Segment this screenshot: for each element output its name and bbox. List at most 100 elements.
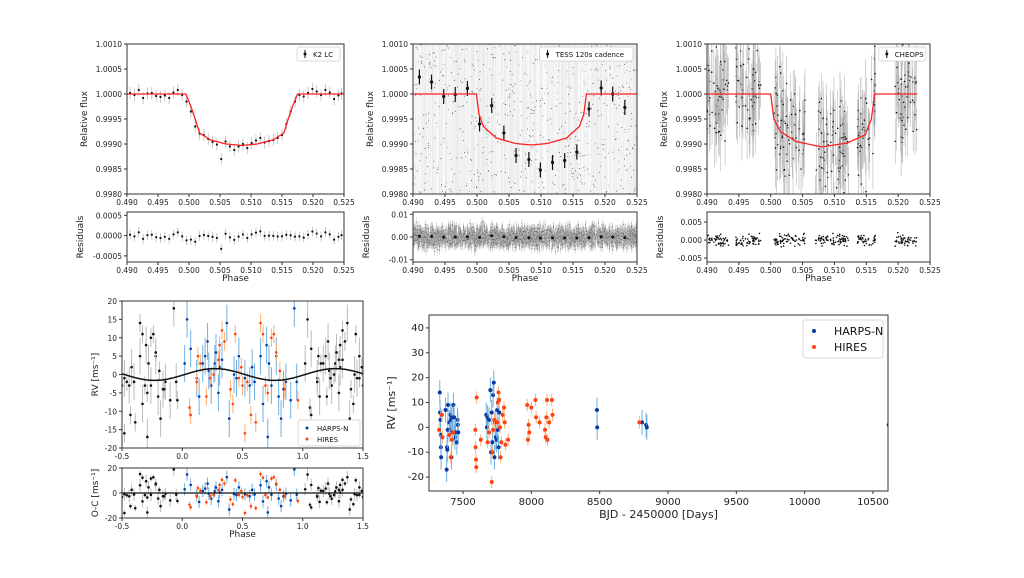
raw-point bbox=[567, 86, 569, 88]
raw-point bbox=[547, 119, 549, 121]
raw-point bbox=[500, 170, 502, 172]
data-point bbox=[337, 94, 340, 97]
raw-point bbox=[420, 153, 422, 155]
raw-residual-point bbox=[589, 245, 591, 247]
raw-point bbox=[431, 188, 433, 190]
data-point bbox=[514, 153, 518, 158]
raw-point bbox=[631, 147, 633, 149]
residual-point bbox=[142, 237, 145, 240]
raw-point bbox=[526, 128, 528, 130]
raw-point bbox=[476, 87, 478, 89]
x-tick-label: 0.525 bbox=[333, 266, 355, 275]
raw-residual-point bbox=[516, 245, 518, 247]
residual-point bbox=[159, 236, 162, 240]
x-tick-label: 0.515 bbox=[271, 266, 293, 275]
raw-point bbox=[434, 102, 436, 104]
raw-residual-point bbox=[510, 228, 512, 230]
raw-point bbox=[575, 136, 577, 138]
raw-residual-point bbox=[511, 239, 513, 241]
y-tick-label: 0.9985 bbox=[96, 165, 122, 174]
raw-residual-point bbox=[598, 228, 600, 230]
raw-point bbox=[429, 54, 431, 56]
raw-point bbox=[619, 65, 621, 67]
raw-residual-point bbox=[421, 244, 423, 246]
raw-point bbox=[572, 73, 574, 75]
raw-point bbox=[573, 173, 575, 175]
raw-point bbox=[581, 183, 583, 185]
raw-residual-point bbox=[630, 225, 632, 227]
raw-point bbox=[513, 150, 515, 152]
data-point bbox=[211, 140, 214, 144]
raw-point bbox=[422, 128, 424, 130]
raw-point bbox=[454, 173, 456, 175]
raw-point bbox=[627, 140, 629, 142]
raw-residual-point bbox=[413, 244, 415, 246]
raw-point bbox=[509, 94, 511, 96]
raw-point bbox=[433, 167, 435, 169]
raw-point bbox=[626, 154, 628, 156]
raw-point bbox=[504, 59, 506, 61]
raw-residual-point bbox=[454, 243, 456, 245]
data-layer bbox=[413, 44, 637, 194]
raw-point bbox=[612, 151, 614, 153]
raw-point bbox=[630, 125, 632, 127]
raw-point bbox=[493, 101, 495, 103]
raw-residual-point bbox=[461, 235, 463, 237]
raw-residual-point bbox=[593, 243, 595, 245]
raw-residual-point bbox=[571, 234, 572, 236]
raw-point bbox=[530, 112, 532, 114]
raw-residual-point bbox=[601, 224, 603, 225]
raw-point bbox=[552, 182, 554, 184]
residual-point bbox=[337, 235, 340, 238]
axes-frame bbox=[126, 211, 345, 263]
data-point bbox=[163, 94, 166, 97]
residual-point bbox=[276, 235, 279, 238]
raw-point bbox=[584, 154, 586, 156]
raw-point bbox=[510, 84, 512, 86]
data-point bbox=[465, 86, 469, 91]
residual-point bbox=[328, 233, 331, 236]
raw-residual-point bbox=[473, 248, 475, 250]
raw-residual-point bbox=[490, 229, 492, 231]
raw-residual-point bbox=[456, 225, 458, 227]
raw-point bbox=[464, 59, 466, 61]
raw-residual-point bbox=[565, 232, 567, 234]
raw-point bbox=[592, 83, 594, 85]
raw-point bbox=[486, 159, 488, 161]
raw-residual-point bbox=[578, 232, 580, 234]
residual-point bbox=[133, 235, 136, 238]
raw-point bbox=[561, 126, 563, 128]
residual-point bbox=[324, 231, 327, 234]
raw-point bbox=[574, 154, 576, 156]
residual-point bbox=[172, 233, 175, 236]
raw-residual-point bbox=[426, 228, 428, 229]
y-tick-label: 0.9990 bbox=[96, 140, 122, 149]
raw-point bbox=[555, 175, 557, 177]
raw-point bbox=[428, 144, 430, 146]
raw-point bbox=[585, 113, 587, 115]
raw-residual-point bbox=[527, 226, 529, 228]
raw-residual-point bbox=[566, 232, 568, 234]
raw-point bbox=[415, 140, 417, 142]
raw-residual-point bbox=[531, 229, 533, 231]
residual-point bbox=[228, 236, 232, 239]
raw-point bbox=[464, 78, 466, 80]
raw-residual-point bbox=[508, 224, 510, 226]
x-tick-label: 0.510 bbox=[240, 266, 262, 275]
raw-point bbox=[554, 184, 556, 186]
raw-residual-point bbox=[422, 246, 424, 248]
raw-point bbox=[621, 126, 623, 128]
raw-point bbox=[445, 191, 447, 193]
raw-point bbox=[462, 131, 464, 133]
raw-point bbox=[605, 191, 607, 193]
raw-point bbox=[421, 56, 423, 58]
raw-residual-point bbox=[417, 246, 419, 247]
raw-point bbox=[513, 92, 515, 94]
residual-point bbox=[215, 236, 218, 240]
raw-point bbox=[633, 169, 635, 171]
raw-point bbox=[433, 52, 435, 54]
raw-point bbox=[617, 91, 619, 93]
raw-residual-point bbox=[521, 223, 523, 225]
raw-point bbox=[481, 116, 483, 118]
raw-residual-point bbox=[413, 235, 415, 237]
